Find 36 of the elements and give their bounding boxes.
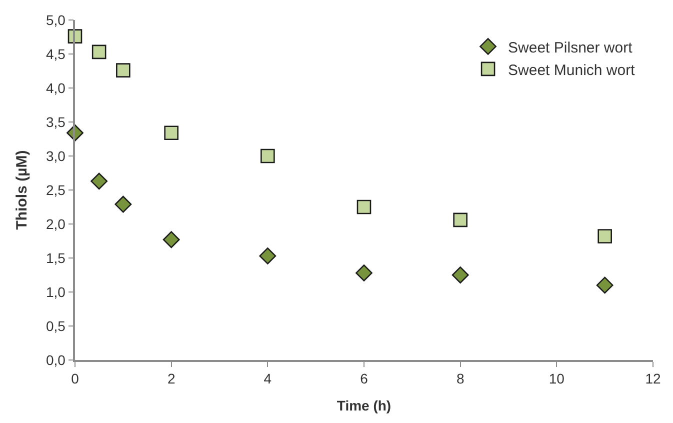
point <box>259 248 276 264</box>
y-tick-label: 3,0 <box>46 148 66 164</box>
x-tick-label: 6 <box>360 370 368 387</box>
x-axis-title: Time (h) <box>336 397 392 414</box>
point <box>452 266 469 284</box>
y-tick-label: 5,0 <box>46 12 66 28</box>
y-tick-label: 0,5 <box>46 318 66 334</box>
point <box>92 44 106 60</box>
y-tick-label: 4,5 <box>46 46 66 62</box>
x-tick-label: 10 <box>548 370 565 387</box>
point <box>260 148 275 164</box>
x-tick-label: 12 <box>645 370 661 387</box>
point <box>356 200 372 214</box>
y-tick-label: 4,0 <box>46 80 66 96</box>
point <box>164 126 178 140</box>
point <box>453 212 468 228</box>
legend-label: Sweet Pilsner wort <box>508 39 634 56</box>
point <box>114 196 132 213</box>
y-tick-label: 2,5 <box>46 182 66 198</box>
point <box>356 264 372 282</box>
y-tick-label: 1,5 <box>46 250 66 266</box>
y-tick-label: 0,0 <box>46 352 66 368</box>
x-tick-label: 4 <box>264 370 272 387</box>
x-tick-label: 8 <box>456 370 464 387</box>
x-tick-label: 2 <box>167 370 176 387</box>
y-tick-label: 2,0 <box>46 216 66 232</box>
point <box>596 276 614 294</box>
x-tick-label: 0 <box>71 370 80 387</box>
legend-label: Sweet Munich wort <box>508 62 636 79</box>
point <box>116 63 130 78</box>
point <box>90 172 108 190</box>
y-tick-label: 1,0 <box>46 284 66 300</box>
y-tick-label: 3,5 <box>46 114 66 130</box>
point <box>162 231 180 248</box>
y-axis-title: Thiols (µM) <box>14 150 31 230</box>
point <box>598 229 612 244</box>
